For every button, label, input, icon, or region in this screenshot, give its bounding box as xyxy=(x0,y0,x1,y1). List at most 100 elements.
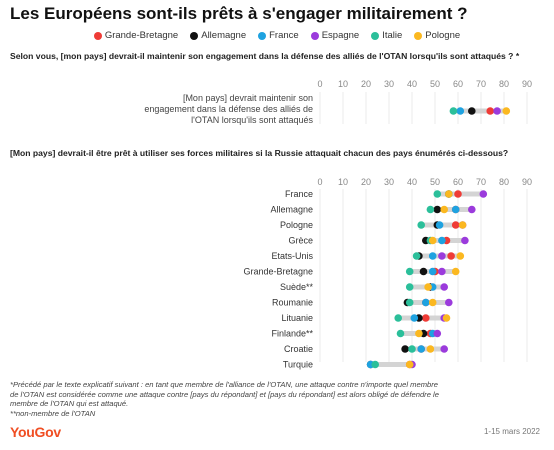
row-label: Grèce xyxy=(288,236,313,246)
page-title: Les Européens sont-ils prêts à s'engager… xyxy=(10,4,468,23)
legend-item-pologne: Pologne xyxy=(414,30,460,41)
dot-pologne xyxy=(415,329,423,338)
dot-allemagne xyxy=(468,107,476,115)
dot-allemagne xyxy=(433,205,442,214)
legend-label: France xyxy=(269,30,299,41)
dot-espagne xyxy=(493,107,501,115)
legend-label: Grande-Bretagne xyxy=(104,30,179,41)
dot-france xyxy=(422,298,430,307)
yougov-logo: YouGov xyxy=(10,424,61,440)
dot-france xyxy=(451,205,460,214)
question-2: [Mon pays] devrait-il être prêt à utilis… xyxy=(10,148,509,158)
question-1: Selon vous, [mon pays] devrait-il mainte… xyxy=(10,51,520,61)
x-tick-label: 10 xyxy=(338,177,348,187)
x-tick-label: 50 xyxy=(430,177,440,187)
x-tick-label: 20 xyxy=(361,79,371,89)
dot-italie xyxy=(405,298,414,307)
legend-item-france: France xyxy=(258,30,299,41)
legend-label: Pologne xyxy=(425,30,461,41)
footnote-line-3: membre de l'OTAN qui est attaqué. xyxy=(10,399,129,408)
dot-pologne xyxy=(428,298,437,307)
dot-italie xyxy=(405,267,414,276)
legend-swatch xyxy=(371,31,380,40)
footnote: *Précédé par le texte explicatif suivant… xyxy=(10,380,540,418)
dot-italie xyxy=(412,252,421,260)
dot-espagne xyxy=(440,283,449,291)
dot-allemagne xyxy=(401,345,409,353)
dot-espagne xyxy=(445,298,453,307)
legend-item-grande-bretagne: Grande-Bretagne xyxy=(93,30,179,41)
x-tick-label: 0 xyxy=(317,79,322,89)
dot-pologne xyxy=(451,267,460,276)
x-tick-label: 20 xyxy=(361,177,371,187)
dot-italie xyxy=(426,205,435,214)
row-label: Grande-Bretagne xyxy=(243,267,313,277)
row-label: engagement dans la défense des alliés de xyxy=(144,104,313,114)
dot-france xyxy=(428,267,437,276)
dot-espagne xyxy=(468,205,476,214)
legend-label: Italie xyxy=(382,30,403,41)
dot-pologne xyxy=(424,283,432,291)
legend-swatch xyxy=(258,31,267,40)
dot-pologne xyxy=(456,252,465,260)
x-tick-label: 60 xyxy=(453,79,463,89)
x-tick-label: 70 xyxy=(476,79,486,89)
dot-pologne xyxy=(440,205,449,214)
dot-italie xyxy=(449,107,458,115)
dot-pologne xyxy=(442,314,451,322)
row-label: Lituanie xyxy=(281,313,313,323)
x-tick-label: 30 xyxy=(384,177,394,187)
dot-france xyxy=(438,236,446,245)
dot-pologne xyxy=(426,345,435,353)
legend-label: Allemagne xyxy=(201,30,247,41)
x-tick-label: 60 xyxy=(453,177,463,187)
x-tick-label: 10 xyxy=(338,79,348,89)
dot-italie xyxy=(417,221,426,229)
x-tick-label: 40 xyxy=(407,177,417,187)
dot-plot-chart: 0 10 20 30 40 50 60 70 80 90 [Mon pays] devrait ma… xyxy=(144,79,532,370)
dot-pologne xyxy=(502,107,511,115)
legend-swatch xyxy=(310,31,319,40)
legend-swatch xyxy=(190,31,199,40)
dot-italie xyxy=(433,190,442,198)
x-tick-label: 30 xyxy=(384,79,394,89)
row-label: Pologne xyxy=(280,220,313,230)
legend-swatch xyxy=(93,31,102,40)
dot-france xyxy=(428,252,437,260)
footnote-line-2: de l'OTAN est considérée comme une attaq… xyxy=(10,389,439,399)
dot-pologne xyxy=(458,221,467,229)
dot-grande-bretagne xyxy=(486,107,495,115)
row-label: Turquie xyxy=(283,360,313,370)
row-label: Suède** xyxy=(280,282,314,292)
dot-italie xyxy=(405,283,414,291)
row-label: [Mon pays] devrait maintenir son xyxy=(183,93,313,103)
row-label: Roumanie xyxy=(272,298,313,308)
legend-label: Espagne xyxy=(321,30,360,41)
legend-item-allemagne: Allemagne xyxy=(190,30,246,41)
dot-france xyxy=(456,107,465,115)
row-label: l'OTAN lorsqu'ils sont attaqués xyxy=(191,115,313,125)
legend: Grande-Bretagne Allemagne France Espagne Ita… xyxy=(0,30,554,41)
dot-france xyxy=(417,345,426,353)
dot-france xyxy=(435,221,444,229)
dot-france xyxy=(410,314,419,322)
x-tick-label: 80 xyxy=(499,79,509,89)
dot-allemagne xyxy=(419,267,428,276)
dot-pologne xyxy=(428,236,437,245)
x-tick-label: 70 xyxy=(476,177,486,187)
footnote-line-4: **non-membre de l'OTAN xyxy=(10,408,96,418)
dot-grande-bretagne xyxy=(422,314,430,322)
dot-espagne xyxy=(440,345,449,353)
dot-italie xyxy=(408,345,416,353)
row-label: Croatie xyxy=(284,344,313,354)
row-label: Allemagne xyxy=(270,205,313,215)
row-label: Finlande** xyxy=(271,329,313,339)
dot-pologne xyxy=(445,190,453,198)
dot-italie xyxy=(394,314,403,322)
row-label: Etats-Unis xyxy=(271,251,313,261)
dot-italie xyxy=(396,329,405,338)
legend-item-italie: Italie xyxy=(371,30,402,41)
footnote-line-1: *Précédé par le texte explicatif suivant… xyxy=(10,380,439,389)
dot-espagne xyxy=(438,252,446,260)
dot-pologne xyxy=(405,360,414,369)
